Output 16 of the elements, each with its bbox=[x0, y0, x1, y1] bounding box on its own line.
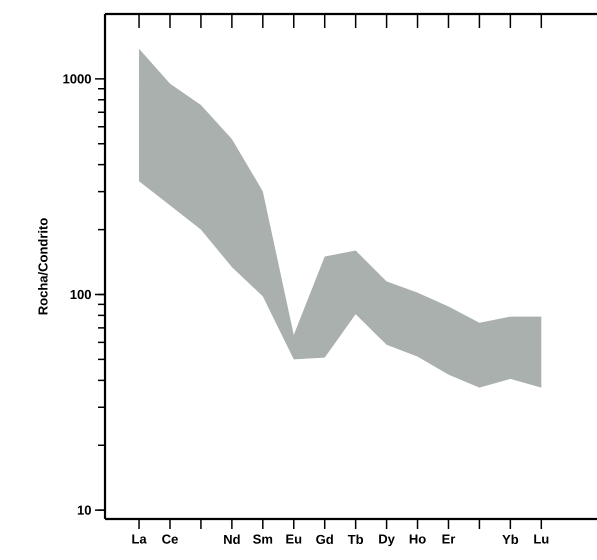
y-tick-label: 10 bbox=[78, 506, 91, 515]
x-tick-label: Eu bbox=[286, 534, 302, 544]
y-axis-title: Rocha/Condrito bbox=[38, 218, 48, 314]
y-tick-label: 1000 bbox=[63, 74, 91, 84]
x-tick-label: Yb bbox=[502, 534, 518, 544]
y-tick-label: 100 bbox=[70, 290, 91, 300]
x-tick-label: Nd bbox=[224, 534, 240, 544]
x-tick-label: La bbox=[132, 534, 147, 544]
x-tick-label: Ho bbox=[410, 534, 426, 544]
x-tick-label: Er bbox=[442, 534, 456, 544]
x-tick-label: Ce bbox=[162, 534, 178, 544]
x-tick-label: Lu bbox=[534, 534, 548, 544]
x-tick-label: Sm bbox=[253, 534, 272, 544]
x-tick-label: Tb bbox=[348, 534, 364, 544]
x-tick-label: Gd bbox=[316, 534, 333, 544]
x-tick-label: Dy bbox=[379, 534, 395, 546]
